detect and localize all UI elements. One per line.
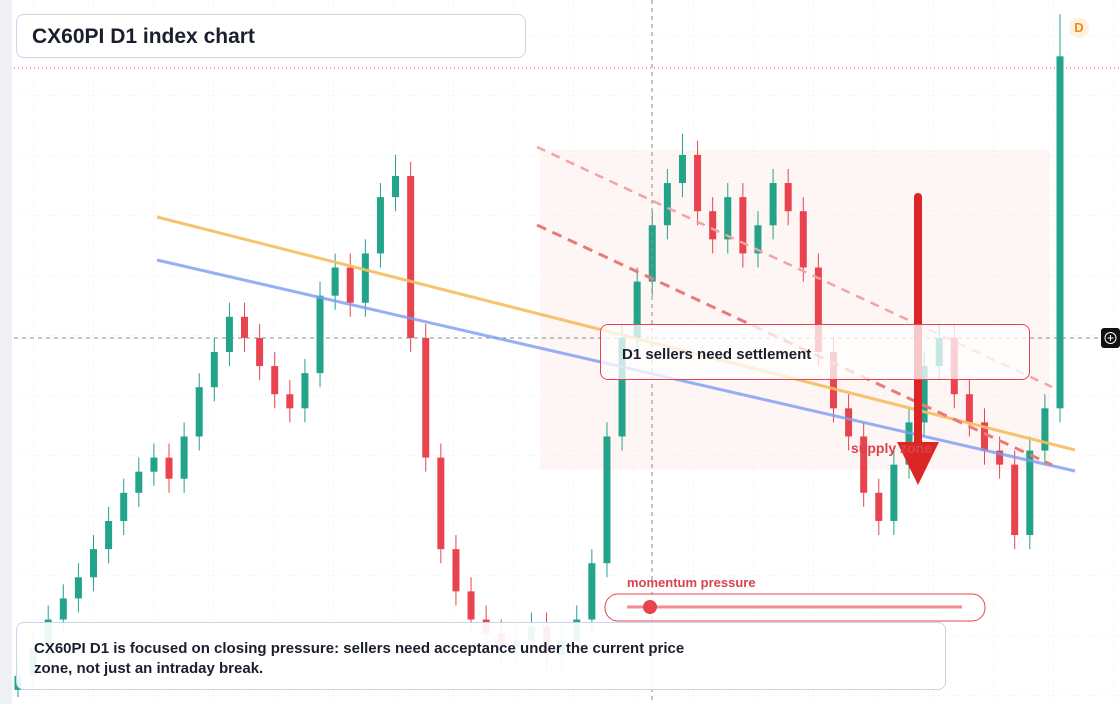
- candle-body: [195, 387, 203, 437]
- candle-body: [241, 316, 249, 338]
- slider-label: momentum pressure: [627, 575, 756, 590]
- candle-body: [165, 457, 173, 479]
- candle-body: [694, 154, 702, 212]
- candle-body: [996, 450, 1004, 465]
- channel-lower: [536, 223, 1053, 467]
- candle-body: [829, 352, 837, 409]
- candle-body: [90, 549, 98, 578]
- candle-body: [59, 598, 67, 620]
- candle-body: [920, 366, 928, 423]
- candle-body: [422, 337, 430, 458]
- candle-body: [769, 183, 777, 226]
- candle-body: [709, 211, 717, 240]
- note-box: CX60PI D1 is focused on closing pressure…: [16, 622, 946, 690]
- candle-body: [1011, 464, 1019, 536]
- candle-body: [814, 267, 822, 352]
- candle-body: [678, 154, 686, 184]
- candle-body: [875, 492, 883, 521]
- candle-body: [860, 436, 868, 493]
- candle-body: [467, 591, 475, 620]
- candle-body: [180, 436, 188, 479]
- candle-body: [376, 197, 384, 254]
- candle-body: [1056, 56, 1064, 409]
- candle-body: [361, 253, 369, 303]
- supply-shade: [540, 150, 1050, 470]
- annotation-box: D1 sellers need settlement: [600, 324, 1030, 380]
- candle-body: [452, 549, 460, 592]
- arrow-head: [897, 442, 939, 485]
- candle-body: [845, 408, 853, 437]
- candle-body: [225, 316, 233, 352]
- candle-body: [256, 337, 264, 367]
- candle-body: [724, 197, 732, 240]
- candle-body: [331, 267, 339, 296]
- candle-body: [346, 267, 354, 303]
- candle-body: [784, 183, 792, 212]
- candle-body: [648, 225, 656, 282]
- candle-body: [286, 394, 294, 409]
- candle-body: [301, 373, 309, 409]
- plus-icon: [1104, 332, 1117, 344]
- candle-body: [407, 176, 415, 338]
- candle-body: [210, 352, 218, 388]
- candle-body: [754, 225, 762, 254]
- candle-body: [965, 394, 973, 423]
- candle-body: [105, 520, 113, 550]
- candle-body: [1026, 450, 1034, 536]
- candle-body: [74, 577, 82, 599]
- candle-body: [437, 457, 445, 550]
- candle-body: [392, 176, 400, 198]
- candle-body: [890, 464, 898, 521]
- candle-body: [980, 422, 988, 451]
- candle-body: [150, 457, 158, 472]
- candle-body: [316, 295, 324, 374]
- candle-body: [271, 366, 279, 395]
- annotation-text: D1 sellers need settlement: [622, 346, 812, 363]
- candle-body: [588, 563, 596, 620]
- interval-badge[interactable]: D: [1069, 18, 1089, 38]
- candle-body: [1041, 408, 1049, 451]
- left-edge: [0, 0, 12, 704]
- plus-icon: [1107, 335, 1114, 341]
- candle-body: [120, 492, 128, 521]
- note-text: CX60PI D1 is focused on closing pressure…: [34, 640, 685, 677]
- candle-body: [618, 337, 626, 437]
- candle-body: [135, 471, 143, 493]
- chart-title: CX60PI D1 index chart: [16, 14, 526, 58]
- candle-body: [799, 211, 807, 268]
- slider-knob[interactable]: [643, 600, 657, 614]
- candle-body: [603, 436, 611, 564]
- candle-body: [663, 183, 671, 226]
- candle-body: [739, 197, 747, 254]
- annotation-text: supply zone: [851, 440, 932, 456]
- candle-body: [633, 281, 641, 338]
